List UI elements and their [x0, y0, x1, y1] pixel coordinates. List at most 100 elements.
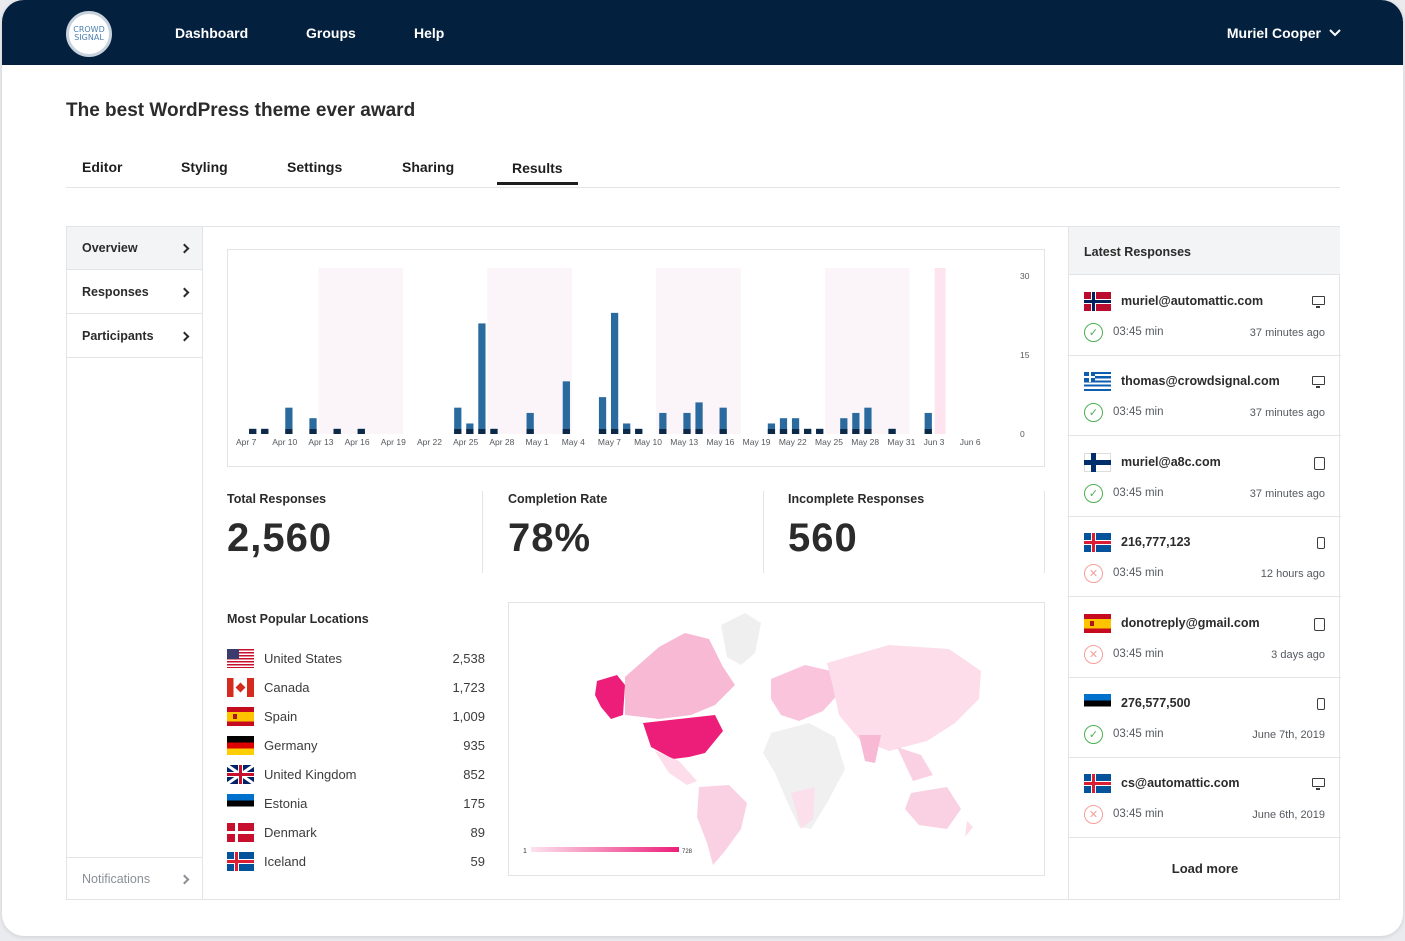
crowdsignal-logo[interactable]: CROWD SIGNAL: [66, 11, 112, 57]
location-count: 852: [463, 766, 485, 782]
location-country: Canada: [264, 679, 310, 695]
response-duration: 03:45 min: [1113, 808, 1164, 821]
latest-responses-title: Latest Responses: [1069, 227, 1340, 275]
flag-ee-icon: [1084, 694, 1111, 713]
chart-bar-base: [840, 429, 848, 434]
tab-editor[interactable]: Editor: [82, 159, 123, 175]
sidebar-item-overview[interactable]: Overview: [67, 227, 202, 270]
chart-bar-base: [478, 429, 486, 434]
location-country: United Kingdom: [264, 766, 357, 782]
map-region-greenland: [721, 613, 761, 665]
response-item[interactable]: cs@automattic.com ✕ 03:45 min June 6th, 201…: [1069, 758, 1341, 839]
chart-bar-base: [562, 429, 570, 434]
tab-styling[interactable]: Styling: [181, 159, 228, 175]
chart-bar-base: [454, 429, 462, 434]
poll-tabs: Editor Styling Settings Sharing Results: [66, 150, 1340, 188]
chart-week-band: [318, 268, 403, 434]
flag-dk-icon: [227, 822, 254, 842]
page-title: The best WordPress theme ever award: [66, 100, 416, 121]
response-respondent: thomas@crowdsignal.com: [1121, 374, 1280, 389]
sidebar-item-responses[interactable]: Responses: [67, 271, 202, 314]
stat-value: 78%: [508, 516, 592, 560]
response-respondent: 216,777,123: [1121, 535, 1191, 550]
flag-ca-icon: [227, 677, 254, 697]
response-item[interactable]: thomas@crowdsignal.com ✓ 03:45 min 37 minut…: [1069, 356, 1341, 437]
chart-bar: [526, 412, 534, 434]
y-tick-label: 15: [1020, 350, 1030, 360]
location-row: Canada 1,723: [227, 677, 485, 697]
nav-help[interactable]: Help: [414, 25, 445, 41]
flag-es-icon: [1084, 613, 1111, 633]
response-respondent: donotreply@gmail.com: [1121, 615, 1260, 630]
map-legend-max: 728: [682, 849, 693, 855]
chart-bar: [683, 412, 691, 434]
nav-groups[interactable]: Groups: [306, 25, 356, 41]
chart-bar-base: [490, 429, 498, 434]
location-count: 1,723: [452, 679, 485, 695]
location-row: Estonia 175: [227, 793, 485, 813]
x-tick-label: May 4: [562, 437, 585, 447]
check-circle-icon: ✓: [1084, 725, 1103, 744]
tab-settings[interactable]: Settings: [287, 159, 343, 175]
x-tick-label: Jun 6: [960, 437, 981, 447]
flag-us-icon: [227, 648, 254, 668]
response-item[interactable]: donotreply@gmail.com ✕ 03:45 min 3 days ago: [1069, 598, 1341, 678]
location-row: Spain 1,009: [227, 706, 485, 726]
stat-completion-rate: Completion Rate 78%: [508, 492, 607, 561]
x-tick-label: Apr 22: [417, 437, 442, 447]
x-tick-label: Apr 13: [308, 437, 333, 447]
x-tick-label: May 25: [815, 437, 843, 447]
chart-bar-base: [852, 429, 860, 434]
response-duration: 03:45 min: [1113, 486, 1164, 499]
response-item[interactable]: 216,777,123 ✕ 03:45 min 12 hours ago: [1069, 517, 1341, 598]
flag-no-icon: [1084, 292, 1111, 311]
chart-bar-base: [623, 429, 631, 434]
response-time: June 6th, 2019: [1252, 809, 1325, 822]
x-tick-label: May 28: [851, 437, 879, 447]
chart-today-band: [934, 268, 946, 434]
location-count: 935: [463, 737, 485, 753]
chart-bar: [598, 397, 607, 434]
chevron-right-icon: [179, 243, 190, 253]
map-region-africa: [763, 723, 845, 829]
chart-bar-base: [598, 429, 607, 434]
chart-bar-base: [261, 429, 269, 434]
y-tick-label: 0: [1020, 429, 1025, 439]
chart-bar: [309, 418, 317, 434]
response-item[interactable]: 276,577,500 ✓ 03:45 min June 7th, 2019: [1069, 678, 1341, 758]
chart-bar: [454, 407, 462, 434]
tab-sharing[interactable]: Sharing: [402, 159, 455, 175]
flag-de-icon: [227, 735, 254, 755]
stat-divider: [482, 491, 483, 573]
flag-fi-icon: [1084, 452, 1111, 472]
response-respondent: cs@automattic.com: [1121, 776, 1240, 791]
nav-dashboard[interactable]: Dashboard: [175, 25, 249, 41]
chart-bar-base: [635, 429, 643, 434]
load-more-button[interactable]: Load more: [1171, 860, 1239, 876]
x-tick-label: May 19: [743, 437, 771, 447]
x-tick-label: May 10: [634, 437, 662, 447]
map-region-europe: [771, 665, 841, 721]
response-item[interactable]: muriel@automattic.com ✓ 03:45 min 37 minute…: [1069, 276, 1341, 356]
chart-bar-base: [924, 429, 932, 434]
stat-divider: [763, 491, 764, 573]
chart-bar: [466, 423, 474, 434]
response-respondent: muriel@automattic.com: [1121, 294, 1264, 308]
user-menu[interactable]: Muriel Cooper: [1227, 25, 1341, 41]
sidebar-item-participants[interactable]: Participants: [67, 315, 202, 358]
tab-results[interactable]: Results: [497, 160, 578, 185]
x-tick-label: Apr 10: [272, 437, 297, 447]
response-time: 3 days ago: [1271, 648, 1325, 661]
location-row: Iceland 59: [227, 851, 485, 871]
sidebar-item-notifications[interactable]: Notifications: [67, 857, 202, 900]
map-region-alaska: [595, 675, 625, 719]
monitor-icon: [1312, 778, 1325, 791]
response-item[interactable]: muriel@a8c.com ✓ 03:45 min 37 minutes ago: [1069, 437, 1341, 517]
sidebar-item-label: Participants: [82, 329, 154, 343]
location-country: Iceland: [264, 853, 306, 869]
response-time: June 7th, 2019: [1252, 729, 1325, 741]
x-tick-label: Apr 19: [381, 437, 406, 447]
response-respondent: 276,577,500: [1121, 696, 1191, 710]
chart-bar-base: [357, 429, 365, 434]
